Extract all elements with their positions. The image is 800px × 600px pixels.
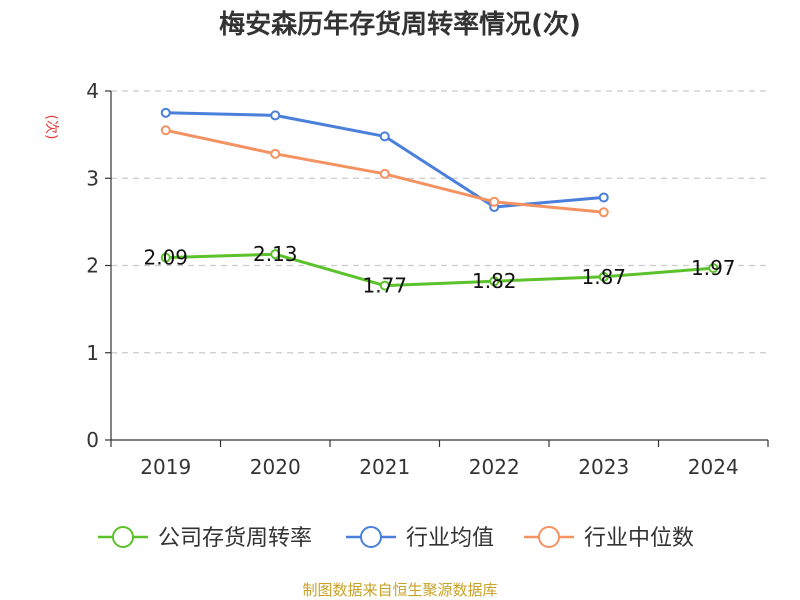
- data-point: [379, 280, 390, 291]
- x-tick-label: 2021: [359, 455, 410, 479]
- data-label: 2.13: [253, 242, 298, 266]
- data-point: [160, 252, 171, 263]
- chart-title: 梅安森历年存货周转率情况(次): [219, 10, 581, 40]
- data-labels: 2.09 2.13 1.77 1.82 1.87 1.97: [143, 242, 735, 297]
- data-point: [270, 249, 281, 260]
- legend-marker-icon: [112, 526, 134, 548]
- data-point: [270, 110, 281, 121]
- x-tick-label: 2023: [578, 455, 629, 479]
- data-label: 1.87: [581, 265, 626, 289]
- data-point: [598, 207, 609, 218]
- data-point: [379, 131, 390, 142]
- data-label: 1.97: [691, 256, 736, 280]
- axes: 0 1 2 3 4 2019 2020 2021 2022 2023 2024: [86, 79, 769, 479]
- y-tick-label: 0: [86, 428, 99, 452]
- legend-label: 行业中位数: [584, 526, 694, 551]
- legend-label: 行业均值: [406, 526, 494, 551]
- data-point: [160, 125, 171, 136]
- y-tick-label: 3: [86, 166, 99, 190]
- data-point: [160, 107, 171, 118]
- data-point: [708, 263, 719, 274]
- series-line-industry-avg: [165, 111, 604, 209]
- series-line-company: [165, 252, 714, 288]
- legend-item-industry-median: 行业中位数: [524, 526, 694, 551]
- y-axis-label: (次): [43, 115, 59, 140]
- series: [160, 107, 719, 291]
- legend-item-company: 公司存货周转率: [98, 526, 312, 551]
- data-label: 1.77: [362, 274, 407, 298]
- legend-label: 公司存货周转率: [158, 526, 312, 551]
- x-tick-label: 2020: [250, 455, 301, 479]
- data-point: [598, 271, 609, 282]
- y-tick-label: 1: [86, 341, 99, 365]
- data-point: [489, 196, 500, 207]
- x-tick-label: 2024: [688, 455, 739, 479]
- x-tick-label: 2019: [140, 455, 191, 479]
- grid-lines: [111, 90, 768, 354]
- y-tick-label: 2: [86, 254, 99, 278]
- legend-marker-icon: [360, 526, 382, 548]
- data-label: 1.82: [472, 269, 517, 293]
- source-footer: 制图数据来自恒生聚源数据库: [302, 581, 498, 599]
- legend-item-industry-avg: 行业均值: [346, 526, 494, 551]
- data-point: [598, 192, 609, 203]
- y-tick-label: 4: [86, 79, 99, 103]
- legend-marker-icon: [538, 526, 560, 548]
- legend: 公司存货周转率 行业均值 行业中位数: [98, 526, 694, 551]
- data-point: [379, 168, 390, 179]
- data-label: 2.09: [143, 246, 188, 270]
- data-point: [489, 276, 500, 287]
- data-point: [270, 148, 281, 159]
- x-tick-label: 2022: [469, 455, 520, 479]
